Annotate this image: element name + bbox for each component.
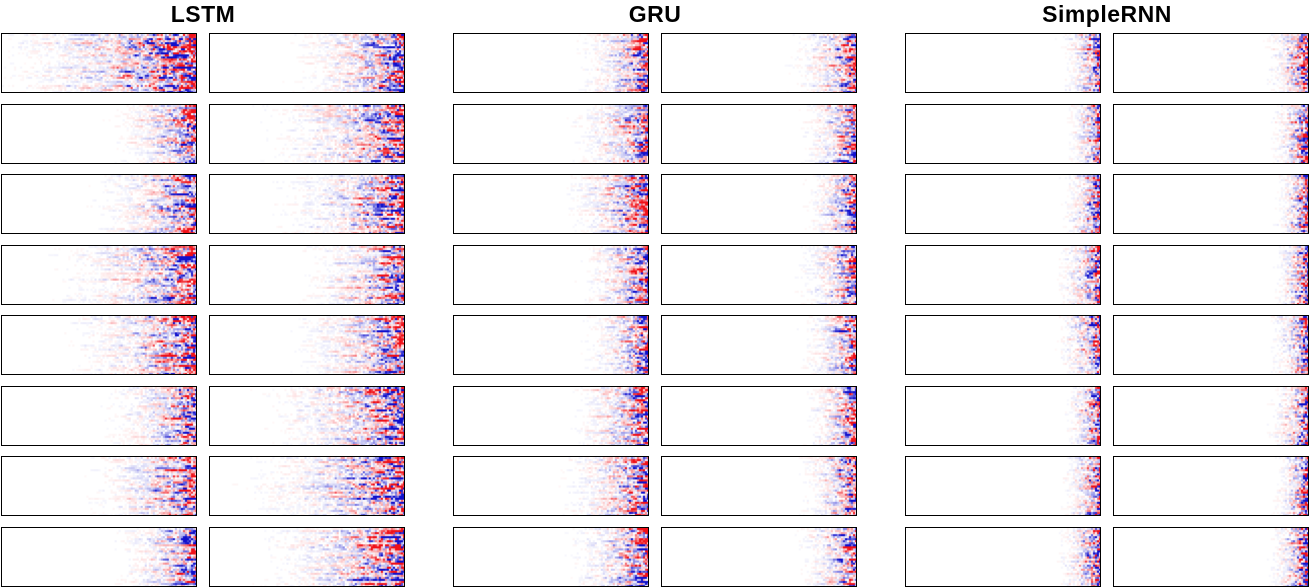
group-lstm: LSTM [1, 0, 405, 587]
heatmap-panel-gru-r7c1 [453, 456, 649, 516]
heatmap-panel-gru-r6c1 [453, 385, 649, 446]
heatmap-panel-simplernn-r3c2 [1113, 174, 1309, 234]
heatmap-panel-gru-r4c2 [661, 244, 857, 305]
heatmap-panel-simplernn-r4c2 [1113, 244, 1309, 305]
heatmap-panel-gru-r8c1 [453, 526, 649, 587]
heatmap-panel-gru-r3c1 [453, 174, 649, 234]
heatmap-panel-lstm-r4c1 [1, 244, 197, 305]
heatmap-panel-simplernn-r6c2 [1113, 385, 1309, 446]
heatmap-panel-simplernn-r7c2 [1113, 456, 1309, 516]
heatmap-panel-lstm-r7c2 [209, 456, 405, 516]
heatmap-panel-lstm-r8c2 [209, 526, 405, 587]
heatmap-panel-lstm-r1c1 [1, 33, 197, 93]
heatmap-panel-lstm-r5c1 [1, 315, 197, 375]
heatmap-grid-gru [453, 33, 857, 587]
group-simplernn: SimpleRNN [905, 0, 1309, 587]
heatmap-grid-simplernn [905, 33, 1309, 587]
heatmap-panel-gru-r4c1 [453, 244, 649, 305]
heatmap-grid-lstm [1, 33, 405, 587]
group-gru: GRU [453, 0, 857, 587]
heatmap-panel-simplernn-r2c2 [1113, 103, 1309, 164]
heatmap-panel-simplernn-r8c2 [1113, 526, 1309, 587]
heatmap-panel-lstm-r6c1 [1, 385, 197, 446]
heatmap-panel-lstm-r1c2 [209, 33, 405, 93]
heatmap-panel-gru-r1c2 [661, 33, 857, 93]
heatmap-panel-simplernn-r3c1 [905, 174, 1101, 234]
heatmap-panel-lstm-r4c2 [209, 244, 405, 305]
heatmap-panel-lstm-r6c2 [209, 385, 405, 446]
heatmap-panel-gru-r6c2 [661, 385, 857, 446]
group-title-simplernn: SimpleRNN [1042, 1, 1172, 27]
heatmap-panel-simplernn-r2c1 [905, 103, 1101, 164]
heatmap-panel-gru-r7c2 [661, 456, 857, 516]
heatmap-panel-lstm-r7c1 [1, 456, 197, 516]
heatmap-panel-lstm-r3c2 [209, 174, 405, 234]
heatmap-panel-gru-r3c2 [661, 174, 857, 234]
heatmap-panel-gru-r5c2 [661, 315, 857, 375]
heatmap-panel-simplernn-r5c1 [905, 315, 1101, 375]
heatmap-panel-simplernn-r1c1 [905, 33, 1101, 93]
heatmap-panel-simplernn-r6c1 [905, 385, 1101, 446]
heatmap-panel-lstm-r2c1 [1, 103, 197, 164]
heatmap-panel-gru-r5c1 [453, 315, 649, 375]
heatmap-panel-simplernn-r4c1 [905, 244, 1101, 305]
heatmap-panel-gru-r2c1 [453, 103, 649, 164]
heatmap-panel-gru-r2c2 [661, 103, 857, 164]
heatmap-panel-simplernn-r8c1 [905, 526, 1101, 587]
heatmap-panel-lstm-r8c1 [1, 526, 197, 587]
heatmap-panel-lstm-r2c2 [209, 103, 405, 164]
heatmap-panel-lstm-r5c2 [209, 315, 405, 375]
heatmap-panel-simplernn-r7c1 [905, 456, 1101, 516]
heatmap-panel-simplernn-r1c2 [1113, 33, 1309, 93]
group-title-lstm: LSTM [170, 1, 236, 27]
heatmap-panel-simplernn-r5c2 [1113, 315, 1309, 375]
heatmap-panel-lstm-r3c1 [1, 174, 197, 234]
group-title-gru: GRU [628, 1, 682, 27]
heatmap-panel-gru-r8c2 [661, 526, 857, 587]
heatmap-panel-gru-r1c1 [453, 33, 649, 93]
